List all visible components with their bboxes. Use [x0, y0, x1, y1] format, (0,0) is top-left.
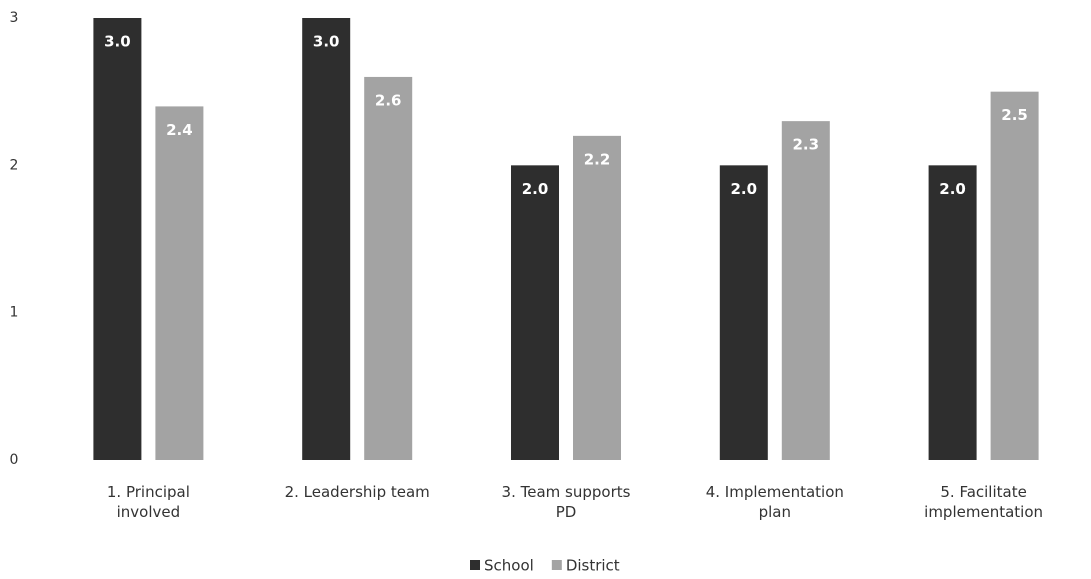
x-tick-label: 2. Leadership team [284, 483, 430, 501]
x-tick-label: 1. Principal involved [106, 483, 190, 521]
legend-label: District [566, 557, 620, 575]
x-tick-label: 4. Implementation plan [705, 483, 844, 521]
bar [928, 165, 977, 461]
bar [302, 18, 351, 460]
x-tick-label: 5. Facilitate implementation [924, 483, 1044, 521]
data-label: 2.0 [522, 180, 549, 198]
data-label: 2.2 [584, 150, 611, 168]
data-label: 2.3 [793, 136, 820, 154]
y-tick-label: 2 [10, 157, 19, 173]
bar [93, 18, 142, 460]
bar [155, 106, 204, 461]
bar [990, 91, 1039, 461]
data-label: 2.0 [939, 180, 966, 198]
y-tick-label: 1 [10, 305, 19, 321]
bar [573, 135, 621, 460]
bar [364, 76, 413, 460]
bar [719, 165, 768, 461]
x-tick-label: 3. Team supports PD [501, 483, 631, 521]
y-tick-label: 0 [10, 452, 19, 468]
bar [511, 165, 559, 461]
legend-label: School [484, 557, 534, 575]
data-label: 2.4 [166, 121, 193, 139]
data-label: 2.0 [731, 180, 758, 198]
data-label: 3.0 [104, 33, 131, 51]
data-label: 3.0 [313, 33, 340, 51]
legend-swatch [551, 560, 562, 570]
data-label: 2.5 [1001, 106, 1028, 124]
legend-swatch [470, 560, 480, 570]
data-label: 2.6 [375, 91, 402, 109]
y-tick-label: 3 [10, 10, 19, 26]
bar [781, 121, 830, 460]
